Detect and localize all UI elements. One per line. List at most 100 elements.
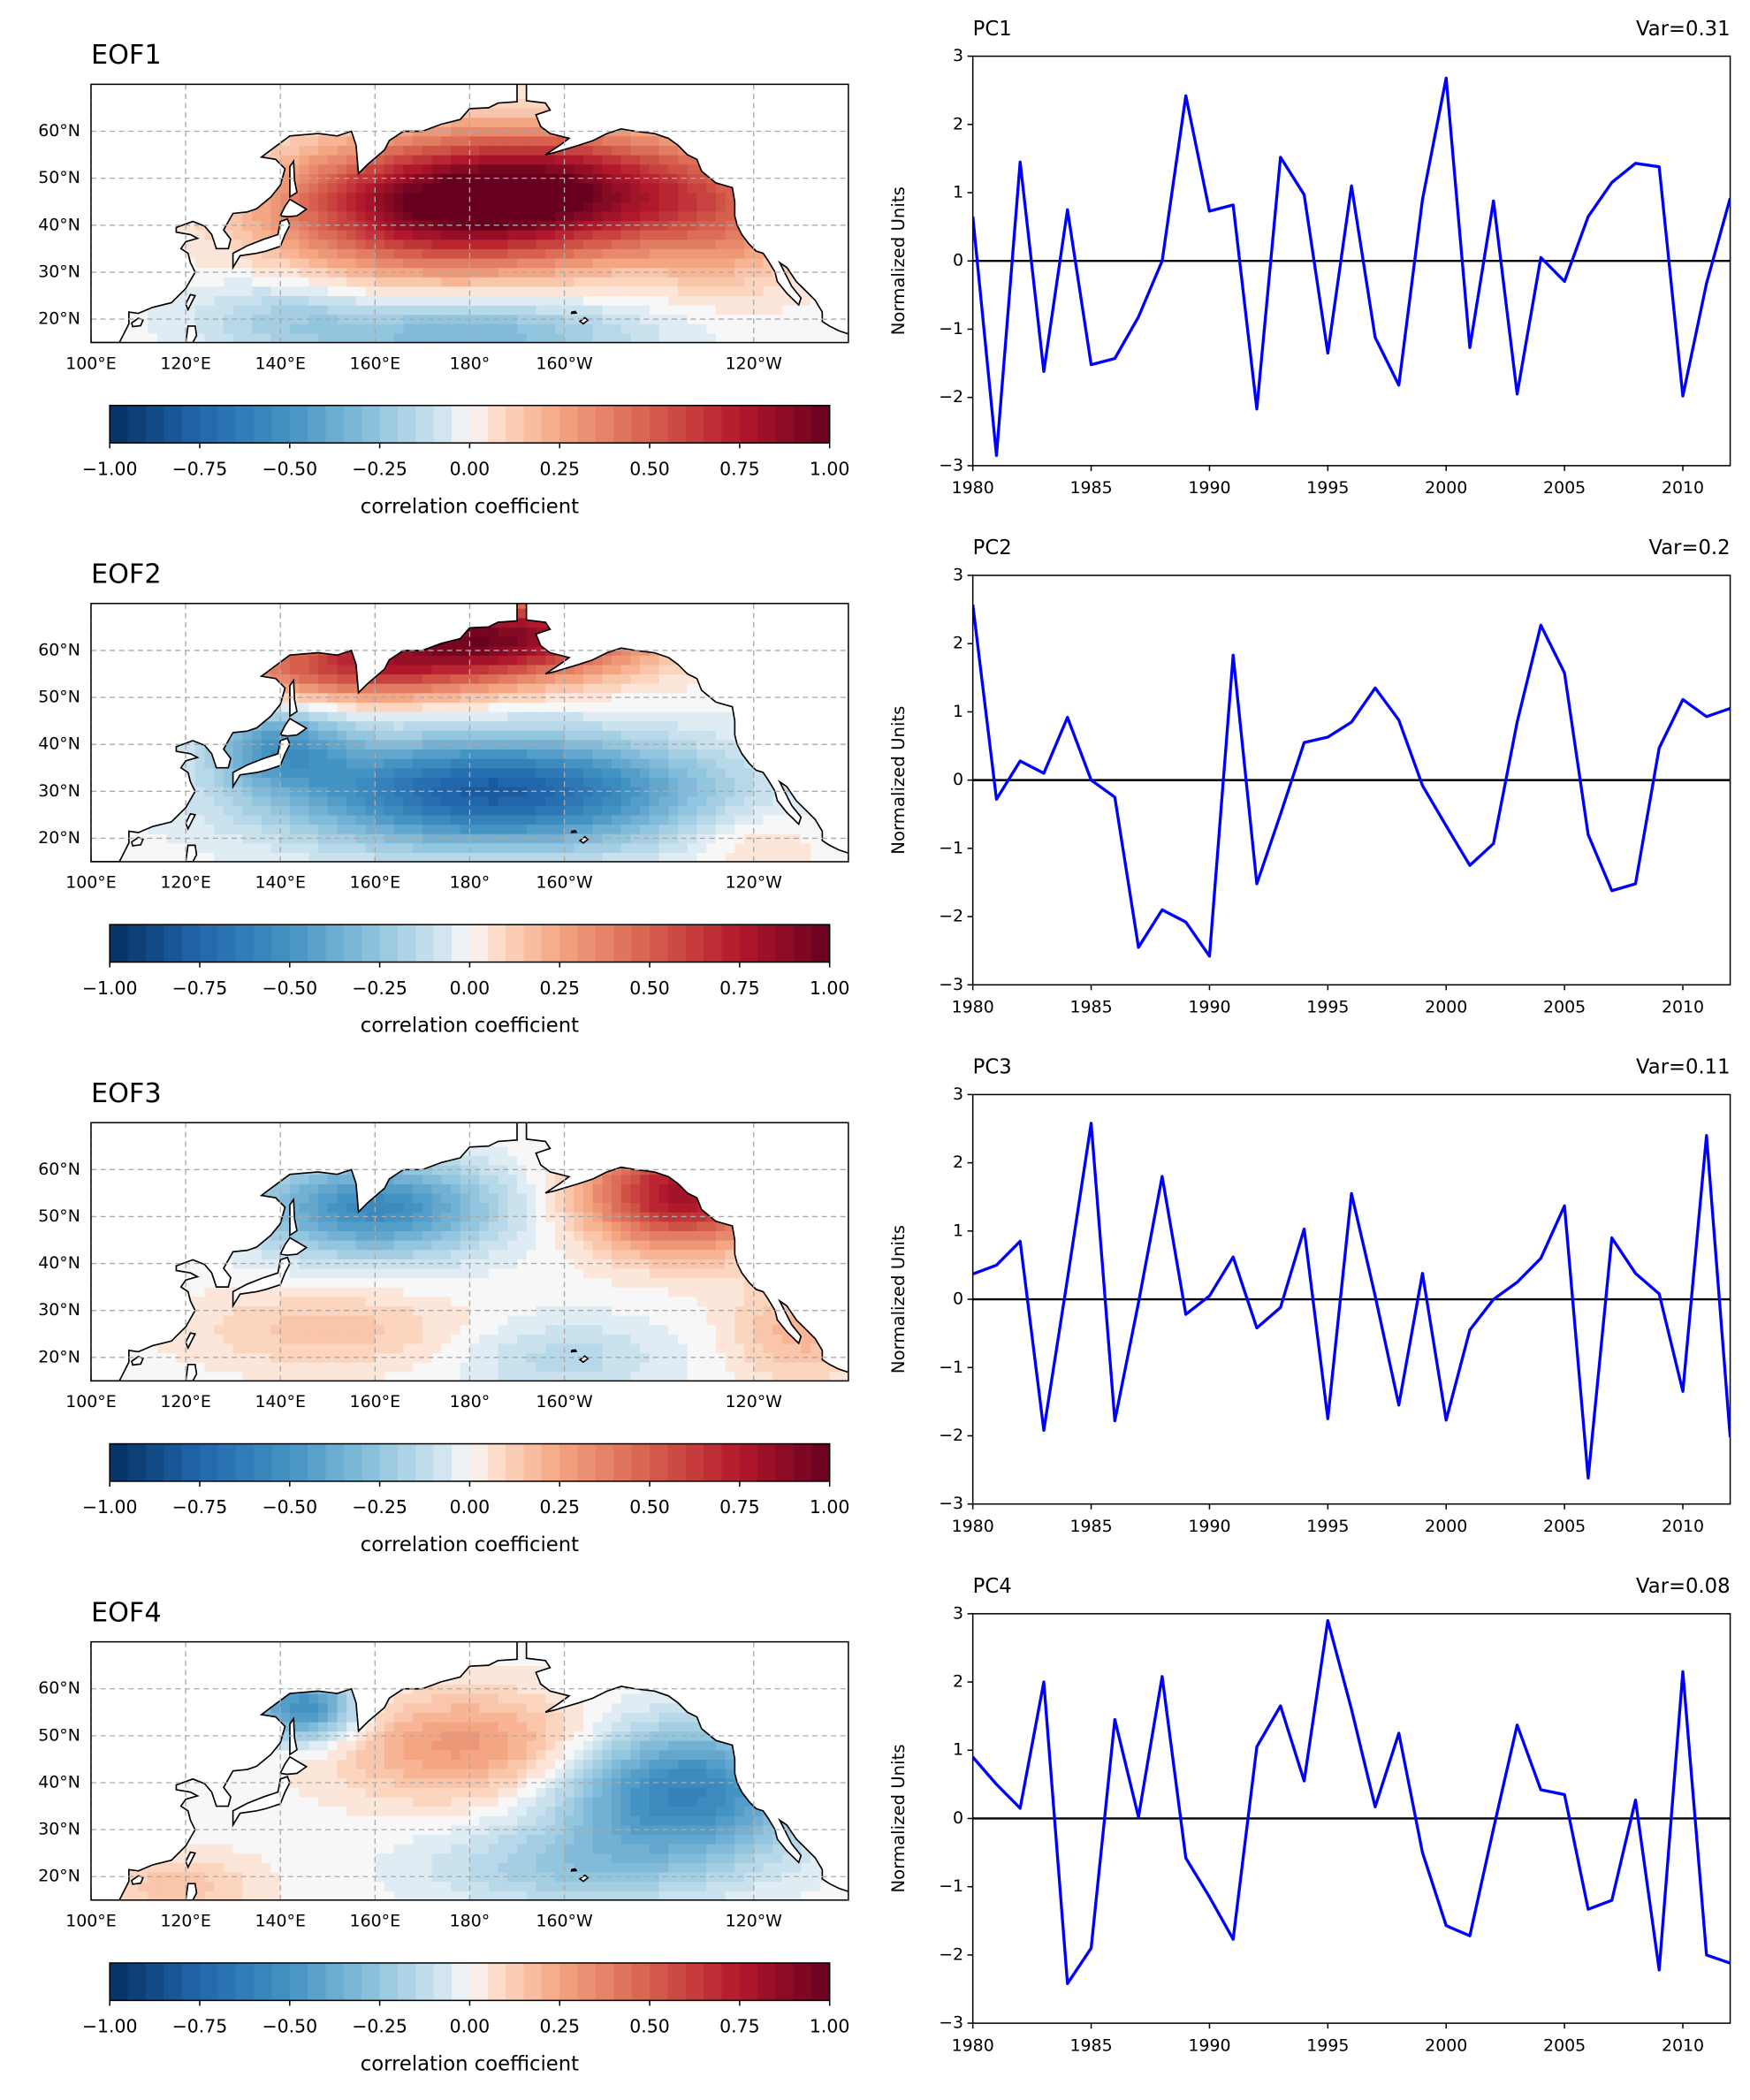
field-cell (582, 202, 594, 212)
field-cell (744, 805, 755, 816)
field-cell (507, 664, 518, 675)
field-cell (451, 135, 461, 147)
field-cell (308, 314, 319, 324)
field-cell (223, 824, 234, 834)
field-cell (819, 842, 831, 853)
field-cell (393, 239, 405, 249)
field-cell (507, 655, 518, 666)
field-cell (261, 842, 272, 853)
field-cell (194, 842, 206, 853)
field-cell (166, 824, 177, 834)
field-cell (337, 683, 347, 694)
field-cell (715, 239, 727, 249)
field-cell (318, 239, 329, 249)
field-cell (725, 749, 735, 759)
field-cell (678, 702, 689, 712)
field-cell (640, 683, 651, 694)
field-cell (479, 627, 490, 637)
field-cell (564, 323, 574, 334)
field-cell (479, 164, 490, 174)
field-cell (384, 239, 395, 249)
field-cell (431, 758, 442, 769)
colorbar-level (145, 924, 164, 962)
field-cell (460, 155, 471, 165)
field-cell (176, 833, 186, 844)
field-cell (706, 795, 717, 806)
field-cell (214, 257, 224, 269)
field-cell (289, 786, 301, 797)
field-cell (734, 285, 745, 297)
field-cell (507, 210, 518, 222)
field-cell (451, 702, 461, 712)
field-cell (214, 852, 224, 862)
field-cell (479, 824, 490, 834)
field-cell (791, 285, 802, 297)
field-cell (574, 795, 584, 806)
field-cell (365, 285, 376, 297)
field-cell (536, 749, 546, 759)
field-cell (460, 323, 471, 334)
field-cell (365, 692, 376, 703)
field-cell (460, 145, 471, 156)
field-cell (375, 702, 385, 712)
colorbar-level (685, 405, 704, 444)
field-cell (516, 305, 528, 316)
field-cell (668, 683, 679, 694)
field-cell (327, 683, 339, 694)
field-cell (536, 702, 546, 712)
field-cell (289, 673, 301, 684)
field-cell (431, 145, 442, 156)
field-cell (574, 842, 584, 853)
field-cell (649, 257, 660, 269)
field-cell (706, 332, 717, 343)
field-cell (753, 277, 765, 287)
field-cell (772, 814, 783, 826)
field-cell (640, 664, 651, 675)
field-cell (612, 332, 622, 343)
field-cell (431, 277, 442, 287)
field-cell (649, 795, 660, 806)
field-cell (479, 210, 490, 222)
field-cell (554, 332, 566, 343)
field-cell (696, 805, 707, 816)
colorbar-level (704, 405, 722, 444)
field-cell (403, 711, 414, 722)
field-cell (469, 220, 480, 231)
field-cell (687, 155, 698, 165)
field-cell (318, 692, 329, 703)
field-cell (630, 305, 641, 316)
field-cell (516, 627, 528, 637)
field-cell (545, 135, 556, 147)
field-cell (582, 145, 594, 156)
field-cell (204, 795, 215, 806)
field-cell (706, 852, 717, 862)
field-cell (119, 332, 130, 343)
field-cell (431, 164, 442, 174)
field-cell (630, 655, 641, 666)
field-cell (214, 277, 224, 287)
field-cell (355, 192, 367, 202)
field-cell (204, 833, 215, 844)
field-cell (574, 711, 584, 722)
field-cell (592, 257, 603, 269)
field-cell (696, 210, 707, 222)
field-cell (413, 192, 423, 202)
field-cell (375, 164, 385, 174)
field-cell (829, 332, 840, 343)
field-cell (280, 305, 291, 316)
field-cell (715, 795, 727, 806)
lon-tick-label: 100°E (65, 354, 117, 373)
field-cell (658, 655, 669, 666)
field-cell (308, 814, 319, 826)
land (578, 835, 590, 844)
field-cell (119, 852, 130, 862)
field-cell (422, 314, 433, 324)
field-cell (318, 230, 329, 240)
field-cell (413, 182, 423, 194)
field-cell (744, 277, 755, 287)
field-cell (715, 257, 727, 269)
field-cell (252, 842, 262, 853)
field-cell (299, 210, 309, 222)
field-cell (526, 202, 537, 212)
field-cell (772, 295, 783, 306)
